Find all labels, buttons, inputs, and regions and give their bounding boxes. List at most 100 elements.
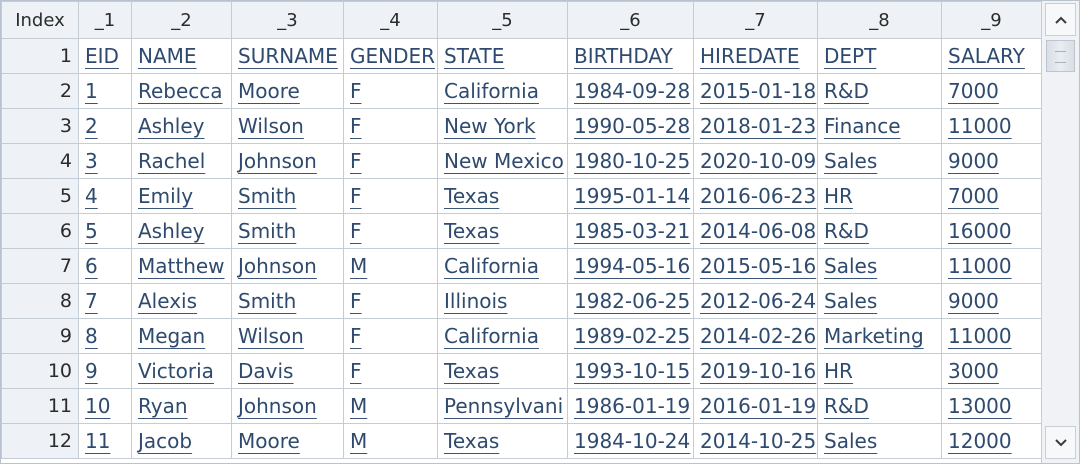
table-cell[interactable]: Wilson — [231, 318, 344, 354]
row-index[interactable]: 9 — [1, 318, 79, 354]
table-cell[interactable]: 2016-06-23 — [693, 178, 818, 214]
row-index[interactable]: 2 — [1, 73, 79, 109]
table-cell[interactable]: 2018-01-23 — [693, 108, 818, 144]
table-cell[interactable]: Pennsylvani — [437, 388, 568, 424]
column-header[interactable]: _4 — [343, 1, 438, 39]
table-cell[interactable]: California — [437, 248, 568, 284]
table-cell[interactable]: 2020-10-09 — [693, 143, 818, 179]
row-index[interactable]: 6 — [1, 213, 79, 249]
table-cell[interactable]: 1986-01-19 — [567, 388, 694, 424]
column-header[interactable]: _5 — [437, 1, 568, 39]
table-cell[interactable]: Johnson — [231, 143, 344, 179]
table-cell[interactable]: 1980-10-25 — [567, 143, 694, 179]
table-cell[interactable]: Matthew — [131, 248, 232, 284]
scroll-thumb[interactable] — [1046, 40, 1075, 72]
table-cell[interactable]: Rachel — [131, 143, 232, 179]
table-cell[interactable]: Emily — [131, 178, 232, 214]
row-index[interactable]: 3 — [1, 108, 79, 144]
row-index[interactable]: 5 — [1, 178, 79, 214]
column-header[interactable]: _8 — [817, 1, 942, 39]
table-cell[interactable]: 1993-10-15 — [567, 353, 694, 389]
column-header[interactable]: _6 — [567, 1, 694, 39]
table-cell[interactable]: Illinois — [437, 283, 568, 319]
table-cell[interactable]: Moore — [231, 73, 344, 109]
table-cell[interactable]: SALARY — [941, 38, 1041, 74]
table-cell[interactable]: F — [343, 283, 438, 319]
table-cell[interactable]: 2016-01-19 — [693, 388, 818, 424]
table-cell[interactable]: Marketing — [817, 318, 942, 354]
table-cell[interactable]: 11000 — [941, 108, 1041, 144]
table-cell[interactable]: Smith — [231, 213, 344, 249]
row-index[interactable]: 11 — [1, 388, 79, 424]
table-cell[interactable]: 12000 — [941, 423, 1041, 459]
row-index[interactable]: 7 — [1, 248, 79, 284]
table-cell[interactable]: GENDER — [343, 38, 438, 74]
table-cell[interactable]: 8 — [78, 318, 132, 354]
scroll-up-button[interactable] — [1045, 3, 1076, 36]
table-cell[interactable]: 2014-06-08 — [693, 213, 818, 249]
table-cell[interactable]: Sales — [817, 423, 942, 459]
table-cell[interactable]: 7000 — [941, 178, 1041, 214]
column-header[interactable]: _7 — [693, 1, 818, 39]
table-cell[interactable]: F — [343, 143, 438, 179]
table-cell[interactable]: 1989-02-25 — [567, 318, 694, 354]
column-header[interactable]: _3 — [231, 1, 344, 39]
table-cell[interactable]: 2 — [78, 108, 132, 144]
table-cell[interactable]: 3 — [78, 143, 132, 179]
table-cell[interactable]: 9 — [78, 353, 132, 389]
table-cell[interactable]: 10 — [78, 388, 132, 424]
table-cell[interactable]: F — [343, 108, 438, 144]
table-cell[interactable]: 2015-05-16 — [693, 248, 818, 284]
table-cell[interactable]: Sales — [817, 248, 942, 284]
table-cell[interactable]: DEPT — [817, 38, 942, 74]
table-cell[interactable]: 11 — [78, 423, 132, 459]
table-cell[interactable]: 3000 — [941, 353, 1041, 389]
table-cell[interactable]: New Mexico — [437, 143, 568, 179]
table-cell[interactable]: 2019-10-16 — [693, 353, 818, 389]
table-cell[interactable]: 1985-03-21 — [567, 213, 694, 249]
table-cell[interactable]: Smith — [231, 178, 344, 214]
table-cell[interactable]: 11000 — [941, 318, 1041, 354]
table-cell[interactable]: 1994-05-16 — [567, 248, 694, 284]
table-cell[interactable]: R&D — [817, 73, 942, 109]
column-header[interactable]: _1 — [78, 1, 132, 39]
table-cell[interactable]: Texas — [437, 423, 568, 459]
table-cell[interactable]: Texas — [437, 178, 568, 214]
table-cell[interactable]: 2015-01-18 — [693, 73, 818, 109]
table-cell[interactable]: Sales — [817, 143, 942, 179]
table-cell[interactable]: California — [437, 318, 568, 354]
table-cell[interactable]: 1 — [78, 73, 132, 109]
column-header-index[interactable]: Index — [1, 1, 79, 39]
table-cell[interactable]: Wilson — [231, 108, 344, 144]
row-index[interactable]: 10 — [1, 353, 79, 389]
table-cell[interactable]: Jacob — [131, 423, 232, 459]
table-cell[interactable]: 13000 — [941, 388, 1041, 424]
table-cell[interactable]: SURNAME — [231, 38, 344, 74]
table-cell[interactable]: M — [343, 423, 438, 459]
table-cell[interactable]: 7 — [78, 283, 132, 319]
table-cell[interactable]: Victoria — [131, 353, 232, 389]
table-cell[interactable]: F — [343, 178, 438, 214]
table-cell[interactable]: Texas — [437, 213, 568, 249]
table-cell[interactable]: 2014-10-25 — [693, 423, 818, 459]
table-cell[interactable]: NAME — [131, 38, 232, 74]
table-cell[interactable]: HR — [817, 178, 942, 214]
table-cell[interactable]: 9000 — [941, 283, 1041, 319]
table-cell[interactable]: F — [343, 353, 438, 389]
table-cell[interactable]: 2012-06-24 — [693, 283, 818, 319]
table-cell[interactable]: Alexis — [131, 283, 232, 319]
table-cell[interactable]: 5 — [78, 213, 132, 249]
table-cell[interactable]: M — [343, 248, 438, 284]
table-cell[interactable]: Davis — [231, 353, 344, 389]
scroll-down-button[interactable] — [1045, 426, 1076, 459]
table-cell[interactable]: HR — [817, 353, 942, 389]
table-cell[interactable]: Finance — [817, 108, 942, 144]
table-cell[interactable]: R&D — [817, 388, 942, 424]
table-cell[interactable]: 11000 — [941, 248, 1041, 284]
table-cell[interactable]: 1990-05-28 — [567, 108, 694, 144]
table-cell[interactable]: 1982-06-25 — [567, 283, 694, 319]
table-cell[interactable]: 16000 — [941, 213, 1041, 249]
table-cell[interactable]: Sales — [817, 283, 942, 319]
table-cell[interactable]: HIREDATE — [693, 38, 818, 74]
table-cell[interactable]: Johnson — [231, 388, 344, 424]
